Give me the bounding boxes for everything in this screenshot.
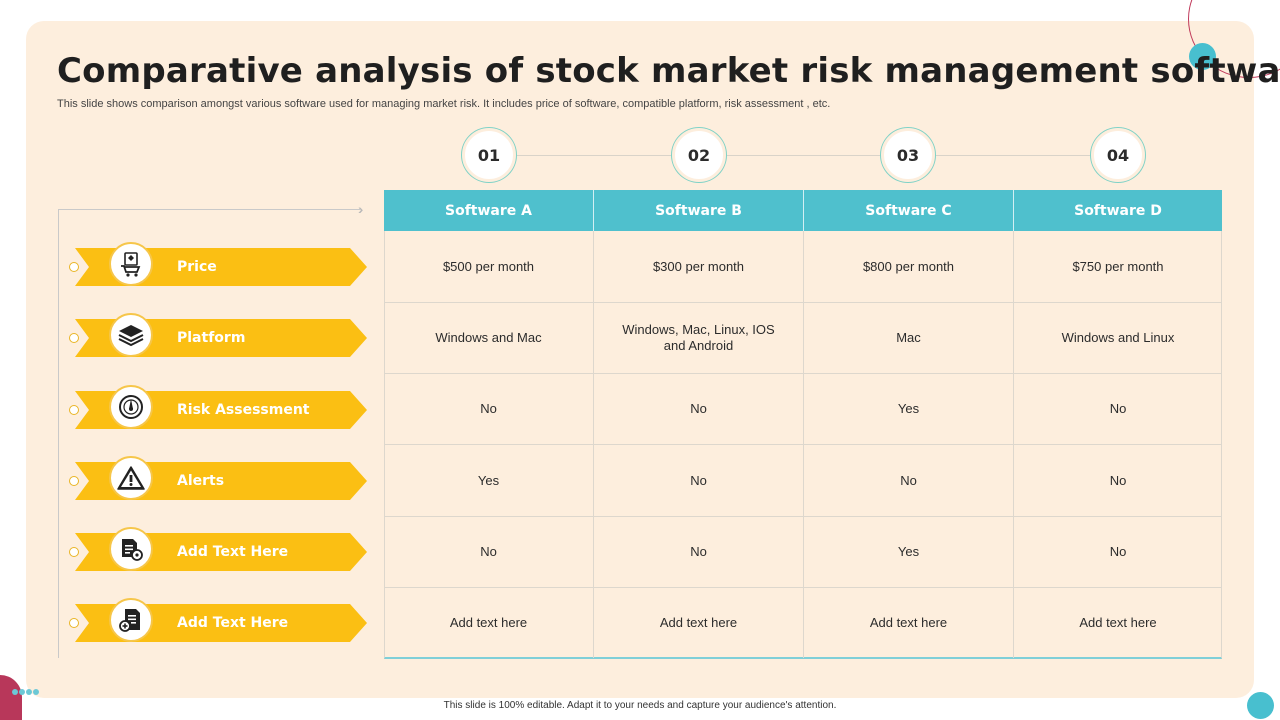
table-cell: No [480,544,497,559]
page-title: Comparative analysis of stock market ris… [57,51,1280,91]
gauge-icon [119,395,143,419]
row-label-alerts: Alerts [69,456,367,500]
column-header-software-c: Software C [865,202,952,219]
table-cell: Yes [897,401,920,416]
column-header-software-a: Software A [445,202,532,219]
shopping-cart-icon [121,252,141,277]
bullet-dot [69,262,79,272]
icon-badge [109,456,153,500]
table-cell: Yes [897,544,920,559]
icon-badge [109,242,153,286]
row-label-add-text-1: Add Text Here [69,527,367,571]
table-cell: No [480,401,497,416]
row-label-add-text-2: Add Text Here [69,598,367,642]
table-cell: Add text here [449,615,528,630]
bullet-dot [69,547,79,557]
table-cell: No [690,472,707,488]
bullet-dot [69,618,79,628]
table-cell: $800 per month [862,258,955,274]
document-settings-icon [122,539,143,561]
column-divider [803,231,804,658]
footer-note: This slide is 100% editable. Adapt it to… [443,700,837,711]
table-body [384,231,1222,659]
table-cell: No [690,544,707,559]
table-cell: Add text here [869,615,948,630]
decorative-dots [12,689,39,697]
table-cell: Windows and Linux [1061,330,1175,345]
row-label-platform: Platform [69,313,367,357]
icon-badge [109,598,153,642]
row-label-text: Risk Assessment [177,402,310,418]
decorative-dot-top-right [1189,43,1216,70]
step-number-2: 02 [672,128,726,182]
page-subtitle: This slide shows comparison amongst vari… [57,98,831,110]
header-divider [1013,190,1014,231]
table-cell: Yes [477,472,500,488]
decorative-shape-bottom-left [0,675,22,720]
number-connector-line [488,155,1118,156]
bullet-dot [69,405,79,415]
double-chevron-right-icon: ›› [358,201,365,217]
table-cell: $300 per month [652,258,745,274]
icon-badge [109,385,153,429]
table-cell: Windows, Mac, Linux, IOS and Android [622,322,775,353]
table-cell: No [1109,401,1127,416]
row-label-price: Price [69,242,367,286]
row-label-text: Price [177,259,217,275]
column-divider [593,231,594,658]
table-cell: No [1109,472,1127,488]
icon-badge [109,313,153,357]
column-divider [1013,231,1014,658]
row-label-risk-assessment: Risk Assessment [69,385,367,429]
slide-panel [26,21,1254,698]
table-cell: Add text here [659,615,738,630]
row-label-text: Platform [177,330,246,346]
table-cell: Windows and Mac [435,330,542,345]
row-label-text: Add Text Here [177,544,289,560]
table-cell: Add text here [1079,615,1157,630]
layers-icon [118,325,144,347]
guide-line-horizontal [58,209,360,210]
column-header-software-d: Software D [1074,202,1162,219]
table-cell: Mac [896,330,921,345]
table-cell: $500 per month [442,258,535,274]
document-add-icon [119,609,140,632]
step-number-3: 03 [881,128,935,182]
warning-icon [117,466,145,490]
table-header: Software A Software B Software C Softwar… [384,190,1222,231]
table-cell: $750 per month [1072,258,1164,274]
step-number-1: 01 [462,128,516,182]
header-divider [803,190,804,231]
row-label-text: Add Text Here [177,615,289,631]
table-cell: No [900,472,917,488]
table-cell: No [690,401,707,416]
bullet-dot [69,333,79,343]
icon-badge [109,527,153,571]
column-header-software-b: Software B [655,202,742,219]
step-number-4: 04 [1091,128,1145,182]
guide-line-vertical [58,209,59,658]
bullet-dot [69,476,79,486]
row-label-text: Alerts [177,473,225,489]
decorative-dot-bottom-right [1247,692,1274,719]
table-cell: No [1109,544,1127,559]
header-divider [593,190,594,231]
